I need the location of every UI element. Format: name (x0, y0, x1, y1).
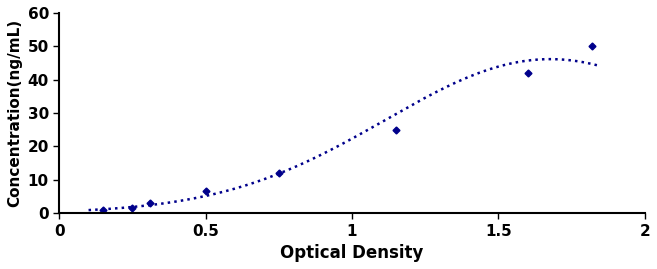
Y-axis label: Concentration(ng/mL): Concentration(ng/mL) (7, 19, 22, 207)
X-axis label: Optical Density: Optical Density (281, 244, 424, 262)
